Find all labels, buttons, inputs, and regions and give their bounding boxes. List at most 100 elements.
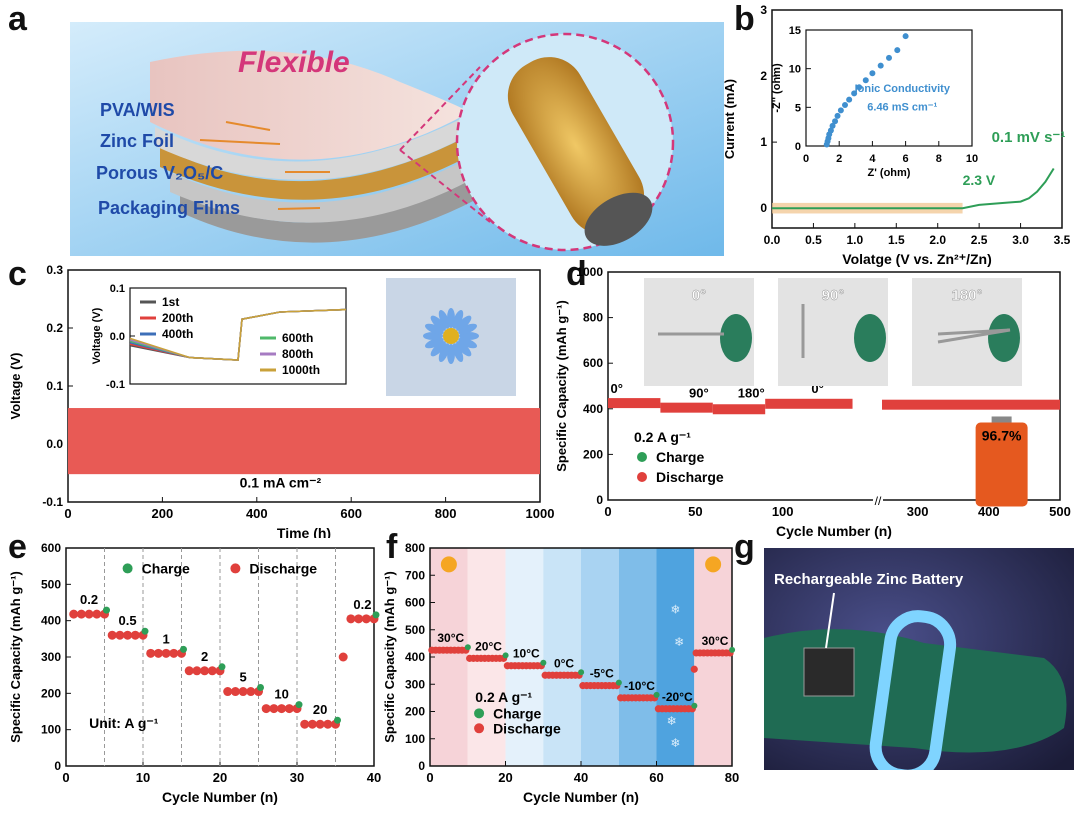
d-y-tick-label: 0 [596,493,603,507]
capacity-point [161,648,171,658]
b-x-tick-label: 2.0 [929,233,946,247]
d-charge-legend-marker [637,452,647,462]
snowflake-icon: ❄ [670,736,680,750]
e-x-tick-label: 40 [367,770,381,785]
e-x-tick-label: 20 [213,770,227,785]
photo-angle-label: 0° [692,287,706,304]
ionic-conductivity-annotation: Ionic Conductivity [855,83,951,95]
flower-petal [430,315,446,331]
e-charge-legend-marker [122,563,133,574]
e-discharge-legend-marker [230,563,241,574]
f-charge-legend-marker [474,708,485,719]
c-x-tick-label: 200 [152,506,174,521]
sun-icon [705,556,722,573]
d-discharge-legend-label: Discharge [656,469,724,485]
temperature-band [430,548,468,766]
zinc-foil-layer [155,114,474,180]
capacity-point [261,704,271,714]
panel-letter-c: c [8,255,27,293]
b-x-tick-label: 0.5 [805,233,822,247]
e-y-tick-label: 600 [41,541,61,555]
b-x-tick-label: 1.0 [847,233,864,247]
scan-rate-annotation: 0.1 mV s⁻¹ [992,129,1066,146]
capacity-point [246,687,256,697]
c-inset-y-tick-label: 0.1 [110,283,125,295]
d-discharge-legend-marker [637,472,647,482]
capacity-point [123,630,133,640]
d-x-tick-label: 100 [772,504,794,519]
b-inset-x-tick-label: 0 [803,153,809,165]
e-x-tick-label: 10 [136,770,150,785]
f-discharge-legend-label: Discharge [493,720,561,736]
plot-frame [771,9,1063,229]
e-y-tick-label: 200 [41,686,61,700]
f-y-tick-label: 100 [405,732,425,746]
e-y-tick-label: 100 [41,723,61,737]
rate-label: 10 [274,687,288,702]
flower-petal [452,343,464,362]
capacity-point [107,630,117,640]
b-inset-x-tick-label: 4 [869,153,876,165]
capacity-segment [608,398,661,409]
capacity-point [323,719,333,729]
c-y-tick-label: -0.1 [42,495,63,509]
inset-legend-label: 200th [162,311,193,325]
battery-terminal [991,416,1012,423]
flexible-title: Flexible [238,46,350,79]
f-charge-legend-label: Charge [493,705,541,721]
c-y-tick-label: 0.1 [46,379,63,393]
f-y-tick-label: 700 [405,568,425,582]
snowflake-icon: ❄ [667,714,677,728]
capacity-point [346,614,356,624]
c-y-tick-label: 0.0 [46,437,63,451]
axis-break-mark: // [875,494,882,508]
temperature-band [505,548,544,766]
temperature-band [694,548,732,766]
charge-point [615,679,622,686]
packaging-film-bottom [180,172,490,243]
temperature-label: 0°C [554,656,574,670]
eis-point [837,107,844,114]
d-x-tick-label: 400 [978,504,1000,519]
eis-point [827,127,834,134]
capacity-point [690,665,698,673]
panel-letter-d: d [566,255,587,293]
charge-point [180,645,187,653]
d-charge-legend-label: Charge [656,449,704,465]
flower-petal [458,337,477,349]
b-inset-x-tick-label: 2 [836,153,842,165]
f-y-tick-label: 400 [405,650,425,664]
glove-icon [854,314,886,362]
capacity-point [153,648,163,658]
f-x-tick-label: 80 [725,770,739,785]
b-inset-x-tick-label: 8 [936,153,942,165]
temperature-band [543,548,581,766]
b-x-tick-label: 2.5 [971,233,988,247]
flower-petal [456,341,472,357]
layer-label-zinc: Zinc Foil [100,131,174,151]
capacity-point [130,630,140,640]
b-x-axis-label: Volatge (V vs. Zn²⁺/Zn) [842,251,991,267]
d-x-tick-label: 500 [1049,504,1071,519]
unit-label: Unit: A g⁻¹ [89,715,159,731]
d-y-tick-label: 600 [583,356,603,370]
f-y-tick-label: 200 [405,705,425,719]
zinc-battery-device [803,647,855,697]
voltage-profile-band [68,408,540,475]
eis-point [846,96,853,103]
c-y-axis-label: Voltage (V) [8,353,23,420]
sun-icon [440,556,457,573]
f-x-tick-label: 60 [649,770,663,785]
bending-angle-label: 90° [689,385,709,400]
inset-legend-label: 1000th [282,363,320,377]
eis-y-axis-label: -Z'' (ohm) [771,63,783,113]
charge-point [578,669,585,676]
snowflake-icon: ❄ [670,602,680,616]
charge-point [257,684,264,692]
d-y-tick-label: 800 [583,311,603,325]
e-y-tick-label: 300 [41,650,61,664]
snowflake-icon: ❄ [674,635,684,649]
capacity-point [223,687,233,697]
capacity-point [115,630,125,640]
capacity-point [192,666,202,676]
